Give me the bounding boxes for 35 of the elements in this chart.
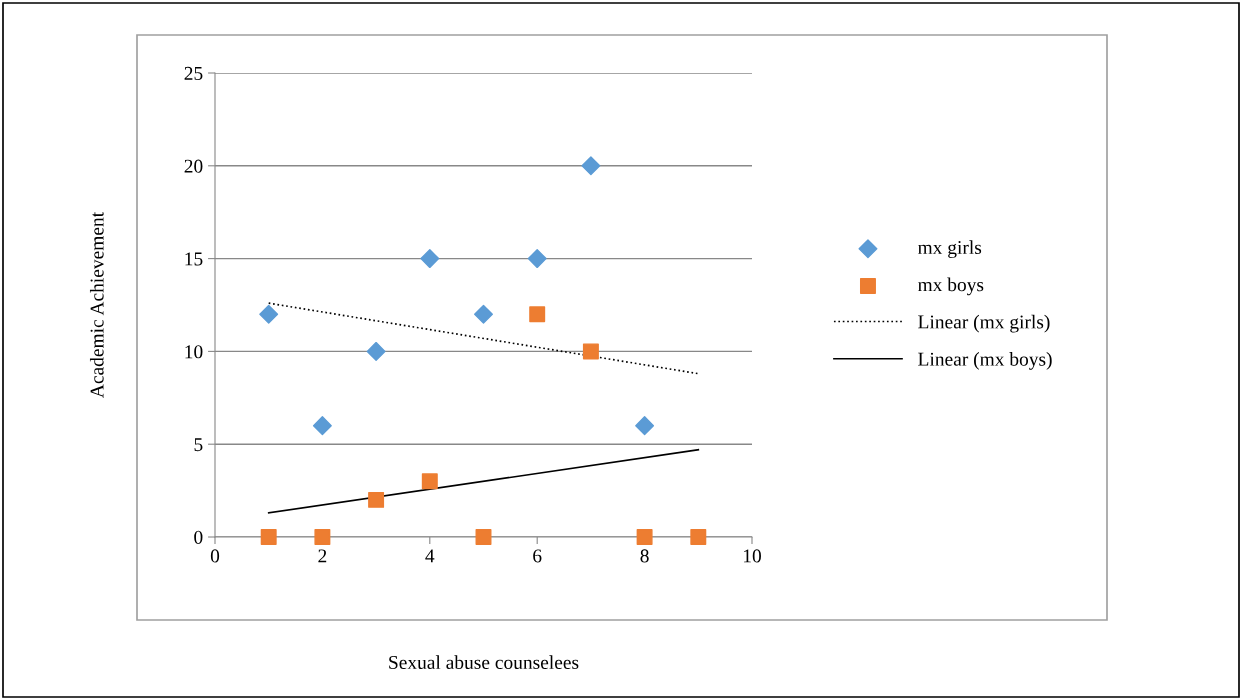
point	[420, 249, 440, 269]
point	[259, 304, 279, 324]
point	[529, 306, 546, 323]
x-tick-label: 10	[743, 549, 761, 563]
point	[260, 529, 277, 545]
y-tick-label: 10	[185, 345, 203, 359]
legend-label: mx girls	[917, 240, 982, 259]
legend-label: Linear (mx girls)	[918, 314, 1050, 333]
point	[366, 341, 386, 361]
y-tick-label: 25	[184, 66, 203, 80]
point	[312, 416, 332, 436]
point	[475, 529, 492, 545]
x-tick-label: 4	[425, 549, 435, 563]
x-tick-label: 0	[210, 549, 220, 563]
point	[314, 529, 331, 545]
y-tick-label: 5	[194, 438, 203, 452]
x-tick-label: 6	[533, 549, 542, 563]
x-tick-label: 8	[640, 549, 649, 563]
point	[635, 416, 655, 436]
y-tick-label: 15	[185, 252, 203, 266]
legend-label: mx boys	[917, 277, 984, 296]
point	[690, 529, 707, 545]
point	[581, 156, 601, 176]
y-tick-label: 20	[184, 159, 203, 173]
point	[421, 473, 438, 490]
point	[636, 529, 653, 545]
legend-label: Linear (mx boys)	[918, 352, 1052, 370]
y-tick-label: 0	[194, 530, 203, 544]
point	[474, 304, 493, 324]
point	[582, 343, 599, 360]
x-tick-label: 2	[318, 549, 327, 563]
x-axis-title: Sexual abuse counselees	[389, 655, 579, 669]
y-axis-title: Academic Achievement	[89, 211, 104, 398]
point	[368, 491, 385, 508]
point	[527, 249, 547, 269]
